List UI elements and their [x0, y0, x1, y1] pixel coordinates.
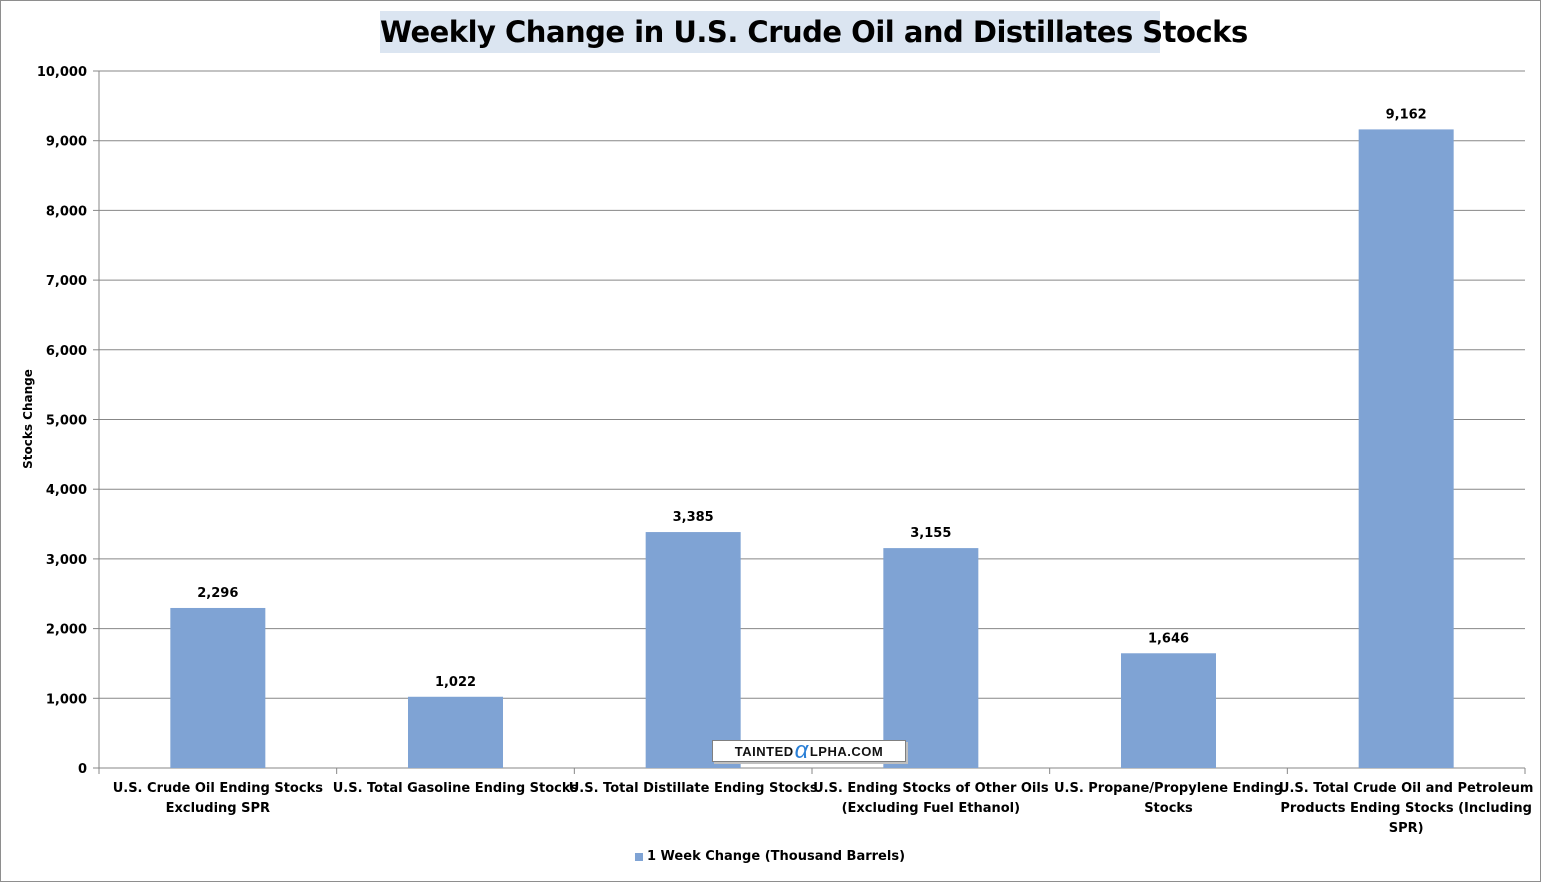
watermark-suffix: LPHA.COM	[809, 743, 884, 759]
watermark-logo: TAINTED α LPHA.COM	[712, 737, 906, 764]
y-tick-label: 0	[78, 762, 87, 777]
watermark-prefix: TAINTED	[734, 743, 794, 759]
x-category-label-line: Stocks	[1144, 801, 1193, 816]
y-tick-label: 4,000	[46, 483, 87, 498]
x-category-label: U.S. Ending Stocks of Other Oils (Excludi…	[813, 779, 1049, 819]
x-category-label-line: U.S. Total Distillate Ending Stocks	[568, 781, 818, 796]
bar-value-label: 3,385	[673, 510, 714, 525]
x-category-label-line: U.S. Total Crude Oil and Petroleum	[1278, 781, 1534, 796]
y-tick-label: 5,000	[46, 414, 87, 429]
x-category-label: U.S. Crude Oil Ending Stocks Excluding SP…	[113, 779, 323, 819]
bar	[645, 532, 741, 768]
x-category-label: U.S. Total Distillate Ending Stocks	[569, 779, 818, 799]
bar-value-label: 1,022	[435, 675, 476, 690]
bar-value-label: 9,162	[1386, 107, 1427, 122]
legend-swatch	[634, 852, 643, 861]
x-category-label-line: U.S. Crude Oil Ending Stocks	[112, 781, 323, 796]
x-category-label-line: Excluding SPR	[165, 801, 271, 816]
x-category-label: U.S. Propane/Propylene Ending Stocks	[1054, 779, 1283, 819]
bar-value-label: 1,646	[1148, 631, 1189, 646]
y-tick-label: 2,000	[46, 623, 87, 638]
watermark-alpha: α	[794, 737, 809, 764]
x-category-label-line: U.S. Propane/Propylene Ending	[1053, 781, 1284, 796]
legend-label: 1 Week Change (Thousand Barrels)	[646, 849, 906, 864]
y-tick-label: 8,000	[46, 204, 87, 219]
x-category-label-line: U.S. Ending Stocks of Other Oils	[813, 781, 1049, 796]
x-category-label: U.S. Total Crude Oil and Petroleum Produc…	[1279, 779, 1534, 839]
y-tick-label: 7,000	[46, 274, 87, 289]
x-category-label-line: (Excluding Fuel Ethanol)	[841, 801, 1021, 816]
legend: 1 Week Change (Thousand Barrels)	[634, 849, 906, 864]
chart-title: Weekly Change in U.S. Crude Oil and Dist…	[380, 11, 1248, 53]
bar	[170, 607, 266, 768]
bar	[1121, 653, 1216, 768]
y-tick-label: 3,000	[46, 553, 87, 568]
y-tick-label: 6,000	[46, 344, 87, 359]
bar	[408, 696, 503, 768]
y-tick-label: 9,000	[46, 135, 87, 150]
y-tick-label: 1,000	[46, 692, 87, 707]
bar	[1358, 129, 1454, 769]
x-category-label: U.S. Total Gasoline Ending Stocks	[333, 779, 579, 799]
bar-value-label: 3,155	[910, 526, 951, 541]
x-category-label-line: U.S. Total Gasoline Ending Stocks	[332, 781, 579, 796]
y-tick-label: 10,000	[37, 65, 87, 80]
x-category-label-line: Products Ending Stocks (Including	[1280, 801, 1532, 816]
x-category-label-line: SPR)	[1388, 821, 1424, 836]
bar-value-label: 2,296	[197, 586, 238, 601]
bar	[883, 548, 979, 768]
